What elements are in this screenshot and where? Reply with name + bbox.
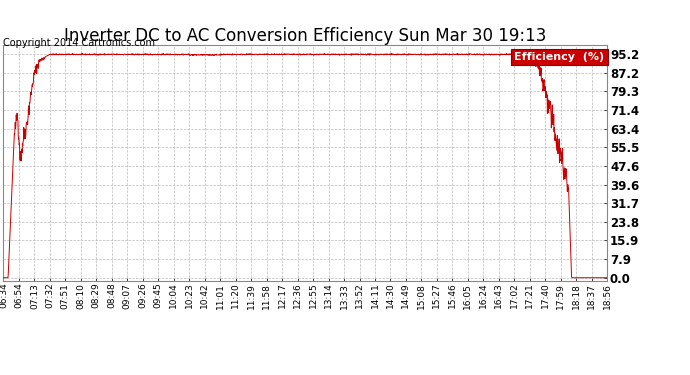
Title: Inverter DC to AC Conversion Efficiency Sun Mar 30 19:13: Inverter DC to AC Conversion Efficiency … — [64, 27, 546, 45]
Text: Copyright 2014 Cartronics.com: Copyright 2014 Cartronics.com — [3, 38, 155, 48]
Text: Efficiency  (%): Efficiency (%) — [514, 52, 604, 62]
